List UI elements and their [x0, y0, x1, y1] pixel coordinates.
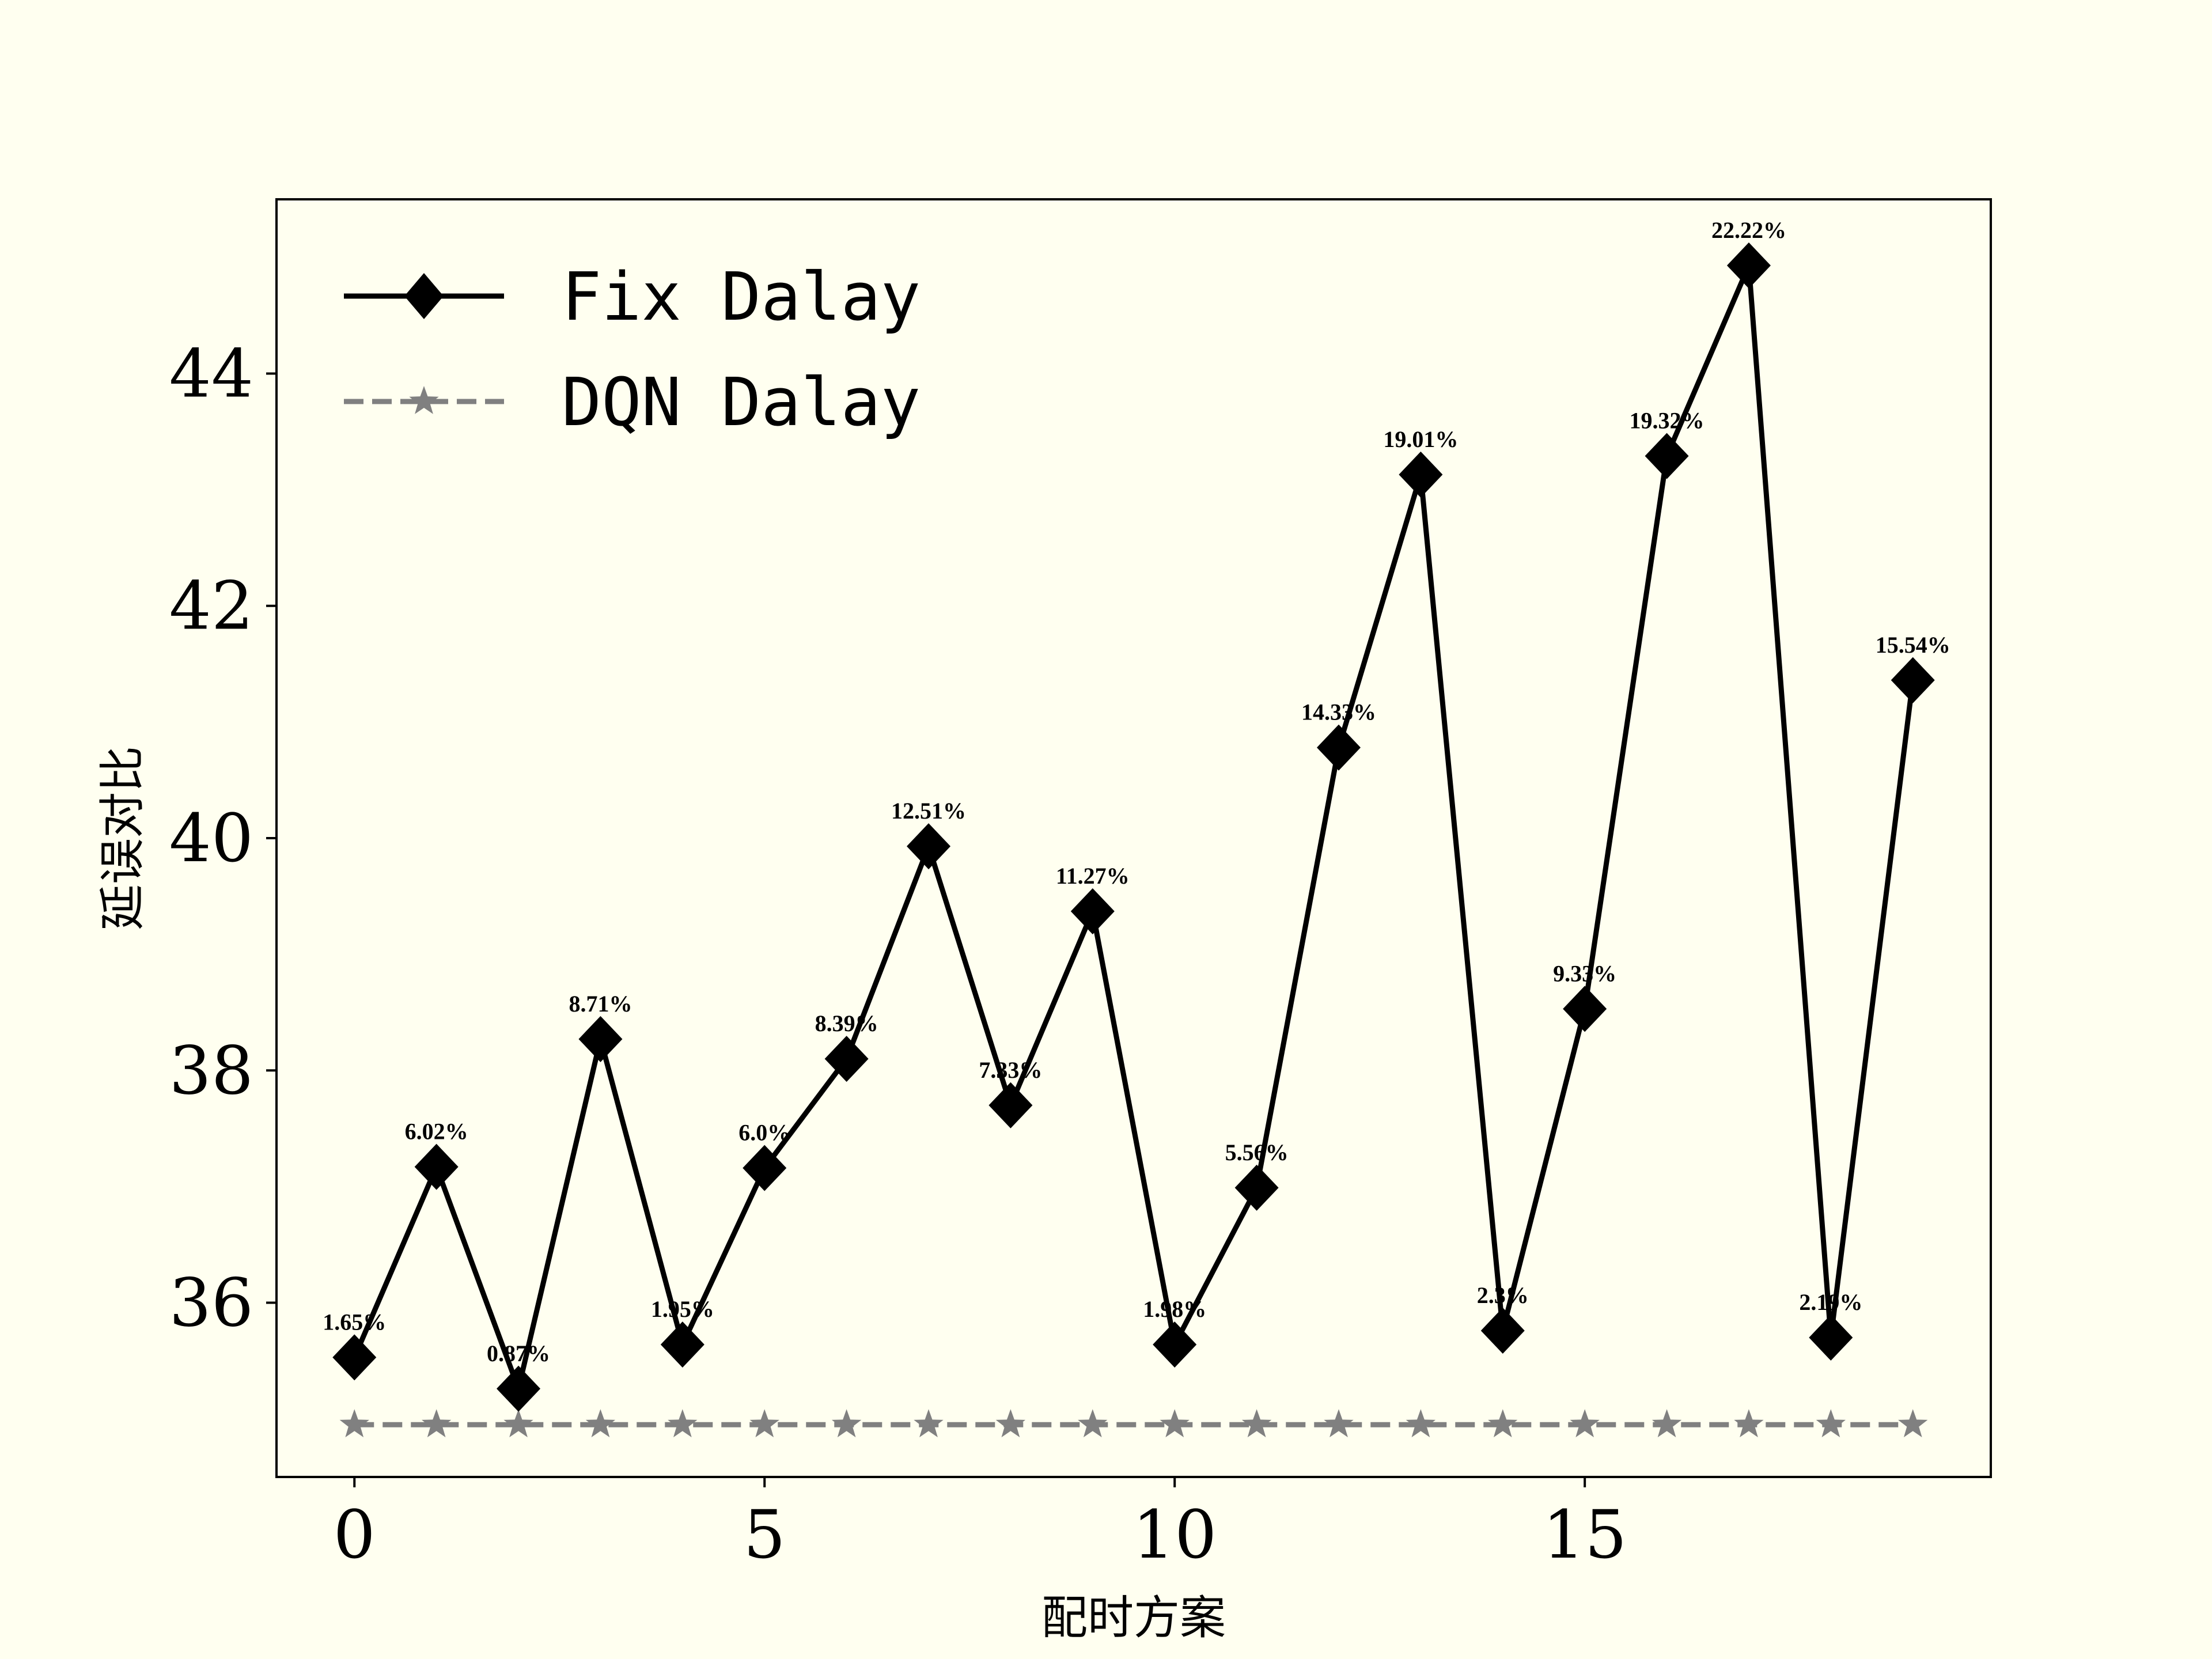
fix-dalay-point — [1316, 724, 1361, 771]
dqn-dalay-point — [1406, 1409, 1436, 1438]
fix-dalay-point — [414, 1143, 459, 1190]
fix-dalay-point — [1563, 986, 1607, 1032]
y-tick-label: 44 — [169, 335, 253, 412]
y-axis: 36 38 40 42 44 — [169, 335, 276, 1342]
dqn-dalay-point — [1898, 1409, 1928, 1438]
fix-dalay-data-label: 6.0% — [738, 1120, 790, 1146]
x-tick-label: 5 — [744, 1497, 786, 1574]
y-axis-title: 延误对比 — [96, 746, 149, 930]
legend-label-dqn: DQN Dalay — [562, 364, 921, 441]
fix-dalay-point — [1234, 1164, 1279, 1211]
fix-dalay-point — [332, 1334, 377, 1381]
fix-dalay-data-label: 15.54% — [1876, 632, 1950, 658]
fix-dalay-point — [497, 1365, 541, 1412]
dqn-dalay-point — [1241, 1409, 1272, 1438]
legend-marker-dqn — [409, 386, 439, 414]
dqn-dalay-point — [749, 1409, 779, 1438]
fix-dalay-data-label: 19.01% — [1383, 426, 1458, 452]
x-axis-title: 配时方案 — [1041, 1591, 1226, 1645]
fix-dalay-data-label: 8.39% — [815, 1010, 878, 1036]
fix-dalay-data-label: 19.32% — [1630, 408, 1705, 434]
dqn-dalay-point — [1652, 1409, 1682, 1438]
fix-dalay-data-label: 8.71% — [569, 991, 632, 1017]
dqn-dalay-point — [422, 1409, 452, 1438]
fix-dalay-point — [907, 823, 951, 870]
dqn-dalay-point — [1570, 1409, 1600, 1438]
fix-dalay-point — [824, 1036, 869, 1082]
dqn-dalay-point — [1734, 1409, 1764, 1438]
fix-dalay-data-label: 0.87% — [487, 1340, 550, 1366]
x-tick-label: 10 — [1132, 1497, 1217, 1574]
plot-area — [276, 199, 1991, 1477]
fix-dalay-data-label: 7.33% — [979, 1057, 1042, 1083]
dqn-dalay-point — [1160, 1409, 1190, 1438]
dqn-dalay-point — [339, 1409, 369, 1438]
dqn-dalay-point — [831, 1409, 862, 1438]
fix-dalay-point — [1480, 1307, 1525, 1354]
fix-dalay-data-label: 2.19% — [1799, 1289, 1862, 1315]
fix-dalay-data-label: 2.3% — [1477, 1282, 1529, 1308]
fix-dalay-point — [743, 1145, 787, 1191]
fix-dalay-point — [1399, 451, 1443, 498]
dqn-dalay-point — [503, 1409, 533, 1438]
legend: Fix Dalay DQN Dalay — [344, 259, 921, 441]
fix-dalay-point — [988, 1082, 1033, 1128]
fix-dalay-data-label: 14.33% — [1301, 699, 1376, 725]
fix-dalay-data-label: 1.98% — [1143, 1296, 1206, 1322]
fix-dalay-point — [660, 1321, 704, 1368]
fix-dalay-data-label: 6.02% — [405, 1119, 468, 1145]
legend-label-fix: Fix Dalay — [562, 259, 921, 336]
fix-dalay-line — [352, 263, 1916, 1392]
dqn-dalay-point — [1078, 1409, 1108, 1438]
x-tick-label: 15 — [1543, 1497, 1627, 1574]
y-tick-label: 40 — [169, 800, 253, 877]
fix-dalay-point — [1645, 433, 1689, 479]
fix-dalay-point — [578, 1016, 623, 1062]
fix-dalay-point — [1070, 888, 1115, 935]
fix-dalay-point — [1726, 242, 1771, 289]
x-tick-label: 0 — [334, 1497, 376, 1574]
fix-dalay-data-label: 11.27% — [1056, 863, 1130, 889]
y-tick-label: 42 — [169, 568, 253, 645]
dqn-dalay-point — [914, 1409, 944, 1438]
dqn-dalay-point — [585, 1409, 616, 1438]
y-tick-label: 36 — [169, 1265, 253, 1342]
fix-dalay-point — [1153, 1321, 1197, 1368]
fix-dalay-data-label: 1.65% — [323, 1309, 386, 1335]
data-label-layer: 1.65% 6.02% 0.87% 8.71% 1.95% 6.0% 8.39% 12.51%… — [323, 217, 1950, 1366]
fix-dalay-data-label: 5.56% — [1225, 1139, 1289, 1165]
fix-dalay-data-label: 9.33% — [1553, 960, 1616, 986]
dqn-dalay-point — [1324, 1409, 1354, 1438]
fix-dalay-point — [1891, 657, 1935, 703]
fix-dalay-data-label: 22.22% — [1711, 217, 1786, 243]
fix-dalay-point — [1809, 1315, 1853, 1361]
legend-marker-fix — [404, 273, 444, 319]
x-axis: 0 5 10 15 — [334, 1477, 1627, 1574]
fix-dalay-data-label: 1.95% — [651, 1296, 714, 1322]
dqn-dalay-point — [1488, 1409, 1518, 1438]
y-tick-label: 38 — [169, 1032, 253, 1109]
dqn-dalay-point — [995, 1409, 1026, 1438]
series-layer — [332, 242, 1935, 1438]
dqn-dalay-point — [1816, 1409, 1846, 1438]
fix-dalay-data-label: 12.51% — [891, 798, 966, 824]
dqn-dalay-point — [668, 1409, 698, 1438]
